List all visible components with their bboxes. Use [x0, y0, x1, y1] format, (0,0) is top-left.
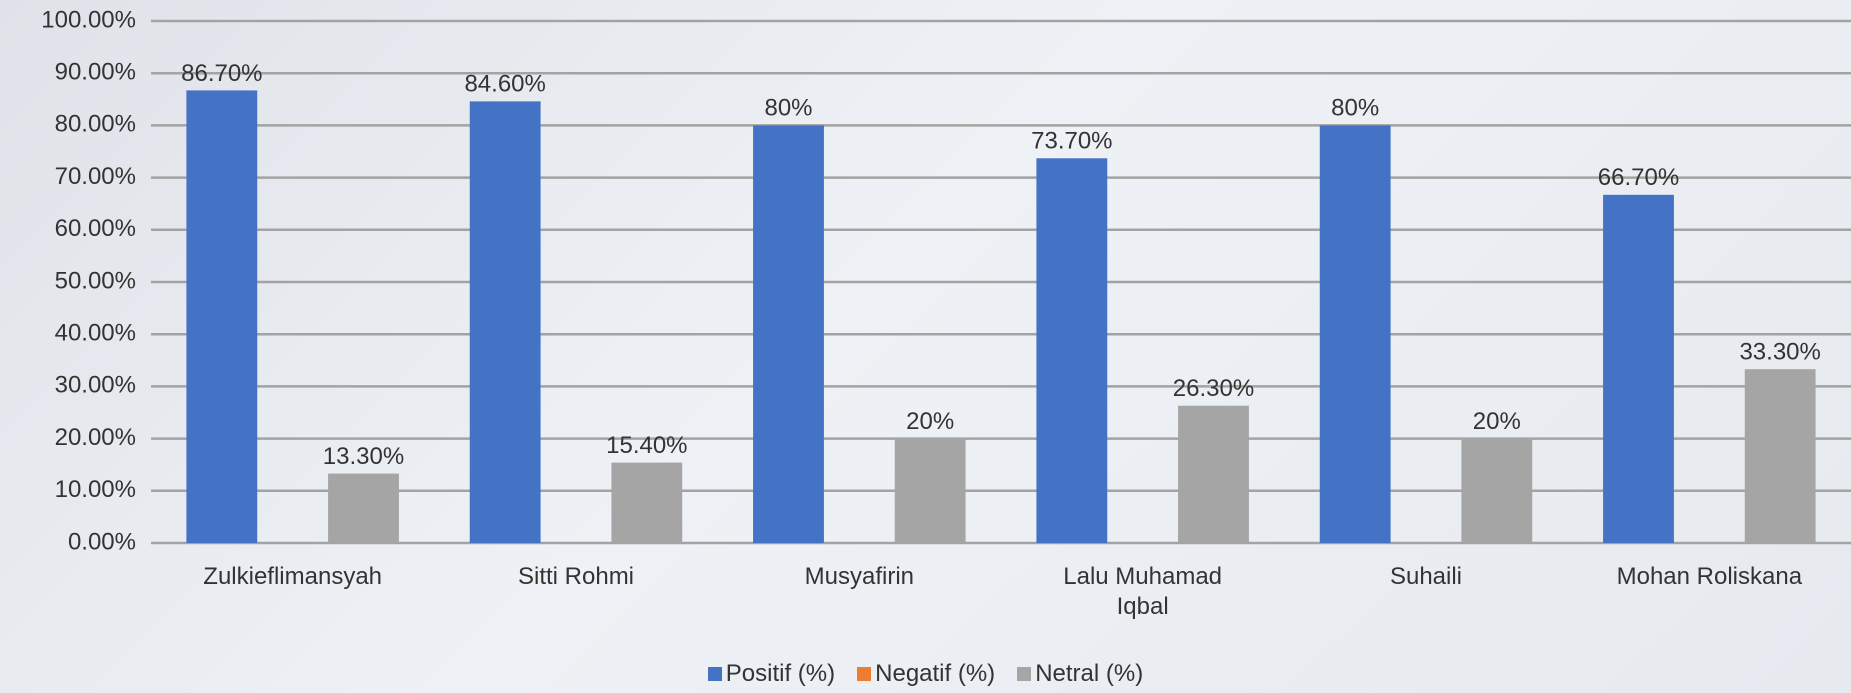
- y-tick-label: 100.00%: [41, 6, 136, 33]
- y-tick-label: 0.00%: [68, 528, 136, 555]
- bar: [328, 473, 399, 543]
- legend: Positif (%) Negatif (%) Netral (%): [0, 660, 1851, 688]
- bar: [894, 438, 966, 543]
- y-tick-label: 90.00%: [55, 59, 136, 86]
- x-tick-label: Sitti Rohmi: [517, 563, 635, 590]
- x-tick-label: Lalu Muhamad Iqbal: [1063, 563, 1223, 620]
- bar: [611, 462, 683, 543]
- legend-item: Netral (%): [1017, 660, 1143, 688]
- data-label: 66.70%: [1598, 164, 1679, 191]
- data-label: 73.70%: [1031, 128, 1112, 155]
- y-tick-label: 40.00%: [55, 320, 136, 347]
- data-label: 86.70%: [181, 60, 262, 87]
- legend-label: Netral (%): [1035, 660, 1144, 687]
- legend-item: Negatif (%): [857, 660, 995, 688]
- bar: [1744, 369, 1816, 543]
- bar: [469, 101, 541, 543]
- data-label: 84.60%: [464, 71, 545, 98]
- x-tick-label: Suhaili: [1389, 563, 1463, 590]
- data-label: 13.30%: [323, 443, 404, 470]
- legend-label: Positif (%): [725, 660, 836, 687]
- y-tick-label: 10.00%: [55, 476, 136, 503]
- bar: [1178, 405, 1249, 543]
- y-tick-label: 30.00%: [55, 372, 136, 399]
- data-label: 80%: [1331, 95, 1379, 122]
- y-tick-label: 50.00%: [55, 267, 136, 294]
- x-tick-label: Zulkieflimansyah: [203, 563, 383, 590]
- legend-swatch: [857, 667, 872, 681]
- bar: [1319, 125, 1391, 544]
- legend-item: Positif (%): [707, 660, 836, 688]
- x-tick-label: Mohan Roliskana: [1616, 563, 1803, 590]
- legend-label: Negatif (%): [875, 660, 996, 687]
- legend-swatch: [707, 667, 722, 681]
- data-label: 20%: [1473, 408, 1521, 435]
- bar: [1036, 158, 1108, 543]
- data-label: 33.30%: [1739, 339, 1820, 366]
- y-tick-label: 60.00%: [55, 215, 136, 242]
- y-tick-label: 80.00%: [55, 111, 136, 138]
- x-tick-label: Musyafirin: [804, 563, 914, 590]
- data-label: 26.30%: [1173, 375, 1254, 402]
- bar: [1461, 438, 1533, 543]
- data-label: 20%: [906, 408, 954, 435]
- bar: [753, 125, 824, 544]
- y-tick-label: 70.00%: [55, 163, 136, 190]
- data-label: 80%: [764, 95, 812, 122]
- y-tick-label: 20.00%: [55, 424, 136, 451]
- bar: [1603, 194, 1674, 544]
- data-label: 15.40%: [606, 432, 687, 459]
- legend-swatch: [1017, 667, 1032, 681]
- bar: [186, 90, 258, 544]
